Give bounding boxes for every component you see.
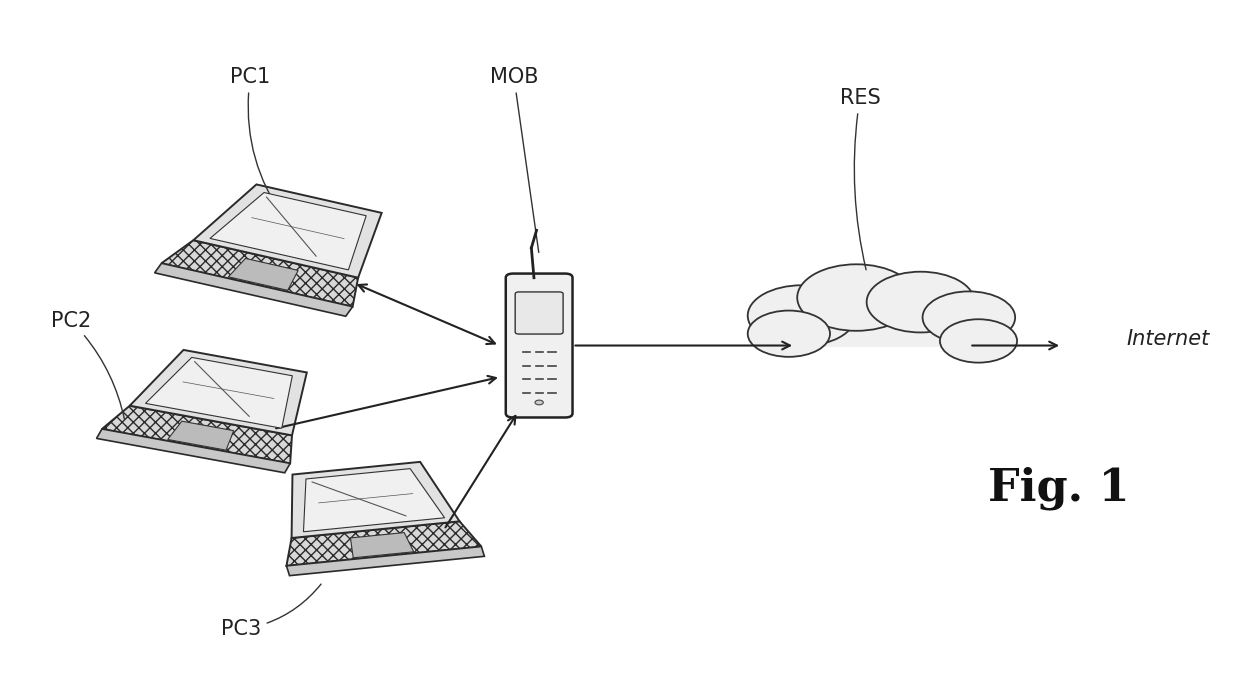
FancyBboxPatch shape — [515, 292, 563, 334]
Polygon shape — [286, 521, 481, 566]
Text: RES: RES — [840, 88, 880, 270]
Text: Fig. 1: Fig. 1 — [987, 466, 1129, 510]
Polygon shape — [776, 311, 995, 348]
Polygon shape — [304, 468, 445, 532]
Circle shape — [866, 272, 975, 332]
Text: PC3: PC3 — [222, 584, 321, 639]
Polygon shape — [130, 350, 307, 436]
Circle shape — [747, 311, 830, 357]
Circle shape — [797, 265, 916, 331]
Circle shape — [923, 291, 1015, 343]
Polygon shape — [228, 258, 299, 290]
Polygon shape — [155, 263, 353, 316]
Text: PC2: PC2 — [51, 311, 124, 419]
Polygon shape — [193, 184, 382, 278]
Circle shape — [535, 400, 543, 405]
Text: PC1: PC1 — [230, 68, 284, 218]
Circle shape — [940, 319, 1017, 363]
Polygon shape — [145, 357, 292, 429]
Polygon shape — [167, 421, 234, 450]
Polygon shape — [286, 547, 484, 576]
Circle shape — [747, 285, 856, 346]
Polygon shape — [351, 533, 414, 558]
Text: MOB: MOB — [489, 68, 539, 253]
Polygon shape — [97, 429, 290, 473]
FancyBboxPatch shape — [506, 274, 572, 417]
Text: Internet: Internet — [1126, 329, 1209, 348]
Polygon shape — [209, 193, 367, 270]
Polygon shape — [102, 406, 292, 463]
Polygon shape — [291, 462, 460, 538]
Polygon shape — [161, 240, 358, 306]
